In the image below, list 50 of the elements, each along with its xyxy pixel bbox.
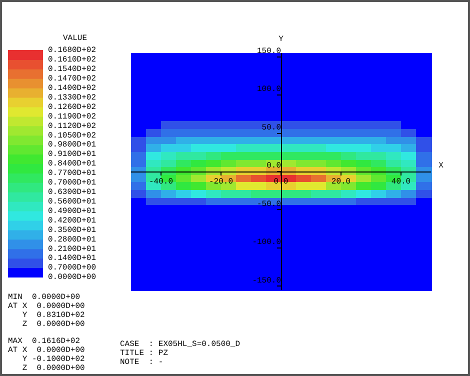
color-bar-label: 0.1680D+02 <box>48 46 96 56</box>
y-tick-label: -150.0 <box>252 276 282 286</box>
color-bar-label: 0.2800D+01 <box>48 235 96 244</box>
color-bar-label: 0.8400D+01 <box>48 160 96 169</box>
color-bar-label: 0.7000D+01 <box>48 178 96 188</box>
color-bar-label: 0.1610D+02 <box>48 56 96 65</box>
text: MIN 0.0000D+00 <box>8 293 80 302</box>
x-tick-label: 40.0 <box>391 177 411 186</box>
color-bar-label: 0.1260D+02 <box>48 102 96 112</box>
color-bar-label: 0.7700D+01 <box>48 169 96 178</box>
text: AT X 0.0000D+00 <box>8 346 86 356</box>
text: Y -0.1000D+02 <box>8 355 86 364</box>
text: Z 0.0000D+00 <box>8 364 86 374</box>
x-tick-label: 20.0 <box>331 177 351 186</box>
color-bar-label: 0.1470D+02 <box>48 74 96 84</box>
color-bar-label: 0.0000D+00 <box>48 273 96 282</box>
color-bar-label: 0.1400D+02 <box>48 84 96 93</box>
y-axis-title: Y <box>278 35 284 44</box>
y-tick-label: -100.0 <box>252 238 282 248</box>
color-bar-label: 0.1190D+02 <box>48 112 96 122</box>
color-bar-label: 0.1540D+02 <box>48 65 96 74</box>
color-bar-label: 0.6300D+01 <box>48 188 96 197</box>
color-bar-label: 0.9100D+01 <box>48 150 96 160</box>
color-bar-label: 0.3500D+01 <box>48 226 96 235</box>
color-bar-label: 0.4200D+01 <box>48 216 96 226</box>
color-bar-label: 0.2100D+01 <box>48 244 96 254</box>
color-bar-label: 0.9800D+01 <box>48 140 96 150</box>
color-bar-label: 0.1330D+02 <box>48 93 96 102</box>
text: MAX 0.1616D+02 <box>8 337 80 346</box>
text: Y 0.8310D+02 <box>8 311 86 320</box>
x-tick-label: -40.0 <box>148 177 174 186</box>
text: CASE : EX05HL_S=0.0500_D <box>120 340 240 350</box>
text: Z 0.0000D+00 <box>8 320 86 330</box>
color-bar-label: 0.5600D+01 <box>48 197 96 206</box>
color-bar-label: 0.1400D+01 <box>48 254 96 264</box>
text: NOTE : - <box>120 358 164 368</box>
y-tick-label: 0.0 <box>266 162 282 171</box>
color-bar-label: 0.1120D+02 <box>48 122 96 131</box>
color-bar-label: 0.4900D+01 <box>48 206 96 216</box>
x-tick-label: -20.0 <box>208 177 234 186</box>
x-tick-label: 0.0 <box>274 177 288 186</box>
y-tick-label: 50.0 <box>262 123 282 132</box>
text: TITLE : PZ <box>120 349 168 358</box>
color-bar-label: 0.1050D+02 <box>48 131 96 140</box>
text: AT X 0.0000D+00 <box>8 302 86 312</box>
x-axis-title: X <box>438 162 444 171</box>
y-tick-label: -50.0 <box>256 200 282 209</box>
color-bar-label: 0.7000D+00 <box>48 264 96 273</box>
y-tick-label: 100.0 <box>256 85 282 94</box>
color-bar-title: VALUE <box>62 34 88 44</box>
